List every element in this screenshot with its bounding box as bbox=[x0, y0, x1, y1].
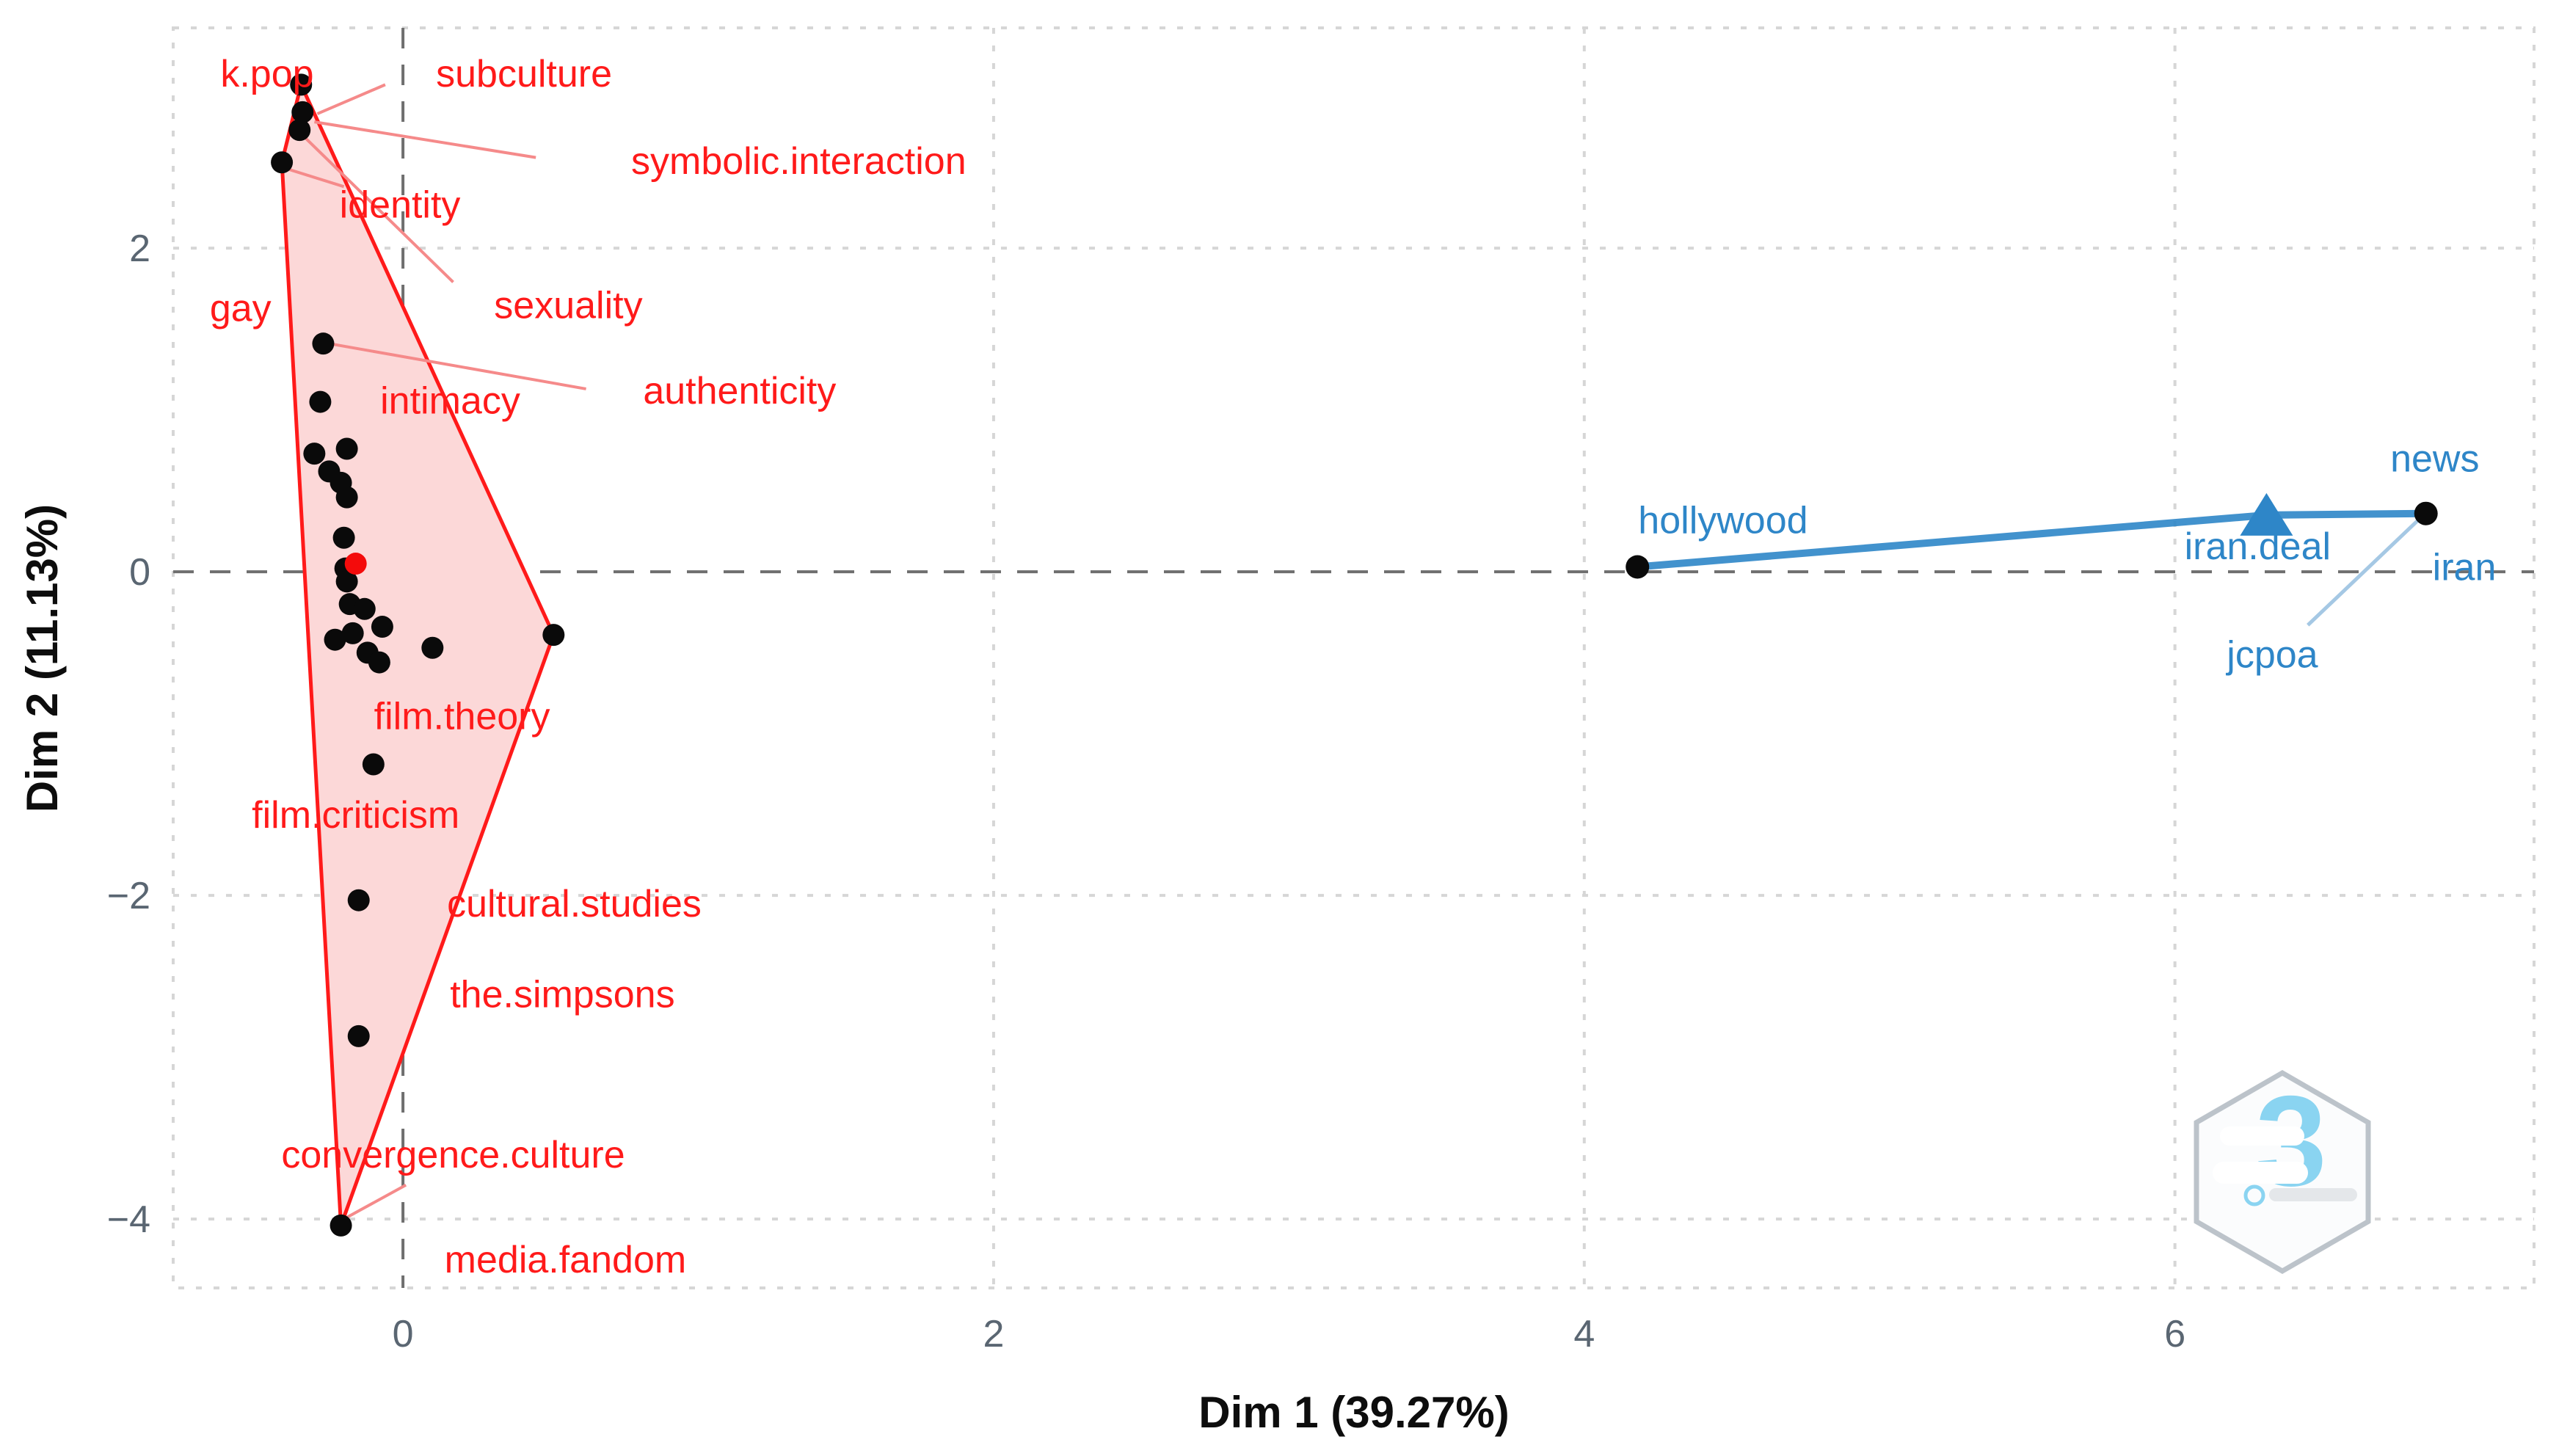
label-connector bbox=[281, 165, 345, 189]
data-point bbox=[335, 570, 358, 593]
x-axis-title: Dim 1 (39.27%) bbox=[1198, 1388, 1510, 1437]
data-point bbox=[324, 628, 346, 651]
label-connector bbox=[329, 342, 586, 390]
watermark-mini-mark bbox=[2243, 1184, 2265, 1206]
label-connector bbox=[343, 1184, 407, 1220]
point-label: identity bbox=[340, 184, 461, 227]
data-point bbox=[271, 151, 294, 174]
data-point bbox=[288, 119, 311, 142]
centroid-edge bbox=[1637, 511, 2267, 571]
point-label: symbolic.interaction bbox=[631, 140, 967, 183]
data-point bbox=[421, 636, 444, 659]
blue-cluster: hollywood news iran.deal iran jcpoa bbox=[1626, 438, 2496, 677]
y-axis-title: Dim 2 (11.13%) bbox=[18, 504, 67, 812]
y-tick-label: −2 bbox=[107, 875, 150, 917]
watermark-bar bbox=[2213, 1162, 2308, 1184]
centroid-edge bbox=[2266, 509, 2426, 519]
x-tick-label: 4 bbox=[1573, 1313, 1595, 1355]
plot-panel bbox=[172, 26, 2536, 1289]
blue-centroid-triangle bbox=[2240, 492, 2293, 536]
watermark-bar bbox=[2220, 1126, 2304, 1146]
data-point bbox=[368, 651, 390, 674]
data-point bbox=[1626, 555, 1650, 579]
data-point bbox=[332, 526, 355, 549]
point-label: k.pop bbox=[220, 53, 313, 95]
x-tick-label: 0 bbox=[393, 1313, 414, 1355]
data-point bbox=[542, 624, 565, 647]
point-label: iran.deal bbox=[2185, 525, 2331, 568]
x-tick-label: 2 bbox=[983, 1313, 1004, 1355]
label-connector bbox=[304, 136, 454, 283]
data-point bbox=[362, 753, 385, 776]
axis-ticks: 0 2 4 6 2 0 −2 −4 bbox=[107, 228, 2185, 1355]
point-label: sexuality bbox=[494, 284, 642, 327]
data-point bbox=[290, 73, 313, 96]
x-tick-label: 6 bbox=[2164, 1313, 2185, 1355]
point-label: film.theory bbox=[374, 695, 550, 738]
watermark-small-text bbox=[2269, 1188, 2357, 1201]
point-label: film.criticism bbox=[252, 794, 459, 837]
red-cluster: k.pop subculture symbolic.interaction ident… bbox=[210, 53, 967, 1281]
data-point bbox=[335, 486, 358, 509]
red-centroid-point bbox=[344, 553, 367, 575]
data-point bbox=[312, 332, 335, 355]
point-label: convergence.culture bbox=[281, 1134, 625, 1176]
point-label: the.simpsons bbox=[450, 974, 674, 1016]
data-point bbox=[330, 1214, 352, 1237]
data-point bbox=[303, 443, 326, 465]
point-label: authenticity bbox=[643, 370, 836, 412]
data-point bbox=[347, 889, 370, 911]
point-label: intimacy bbox=[380, 379, 520, 422]
gridlines bbox=[173, 28, 2534, 1288]
point-label: cultural.studies bbox=[447, 883, 702, 925]
point-label: media.fandom bbox=[445, 1239, 687, 1281]
data-point bbox=[347, 1024, 370, 1047]
y-tick-label: 0 bbox=[129, 551, 150, 594]
data-point bbox=[2414, 501, 2438, 525]
panel-border bbox=[172, 26, 2536, 1289]
point-label: news bbox=[2390, 438, 2479, 481]
data-point bbox=[335, 437, 358, 460]
y-tick-label: −4 bbox=[107, 1198, 150, 1241]
data-point bbox=[341, 622, 364, 644]
label-connector bbox=[314, 120, 536, 159]
convex-hull bbox=[280, 82, 556, 1228]
point-label: jcpoa bbox=[2225, 634, 2318, 677]
point-label: subculture bbox=[436, 53, 612, 95]
point-label: gay bbox=[210, 288, 272, 330]
data-point bbox=[353, 597, 376, 620]
point-label: hollywood bbox=[1638, 500, 1808, 542]
data-point bbox=[291, 101, 314, 123]
data-point bbox=[309, 390, 332, 413]
y-tick-label: 2 bbox=[129, 228, 150, 270]
label-connector bbox=[316, 83, 386, 115]
hexagon-watermark-icon: 3 bbox=[2194, 1069, 2371, 1275]
data-point bbox=[371, 616, 393, 638]
point-label: iran bbox=[2433, 546, 2497, 589]
label-connector bbox=[2307, 517, 2422, 627]
